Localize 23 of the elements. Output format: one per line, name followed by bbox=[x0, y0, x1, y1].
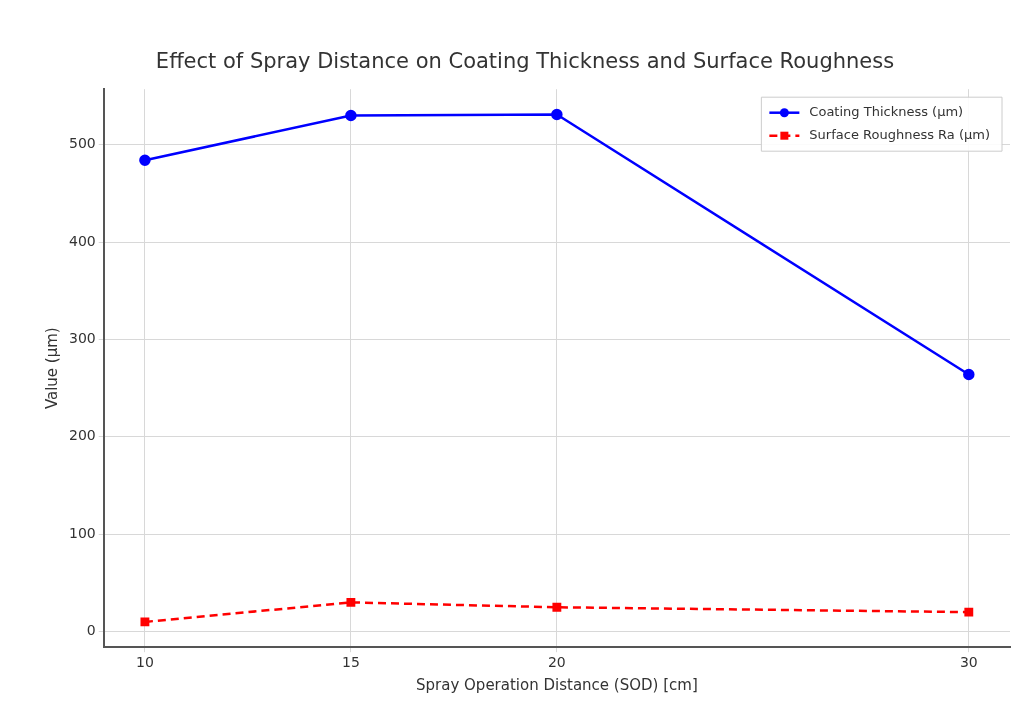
y-tick-label: 0 bbox=[86, 622, 96, 639]
point bbox=[139, 154, 151, 167]
point bbox=[345, 109, 357, 122]
y-tick-label: 500 bbox=[68, 135, 96, 152]
chart-title: Effect of Spray Distance on Coating Thickness and Surface Roughness bbox=[155, 49, 895, 74]
y-tick-label: 100 bbox=[68, 524, 96, 541]
point bbox=[140, 617, 150, 627]
y-tick-label: 200 bbox=[68, 427, 96, 444]
legend-label: Coating Thickness (µm) bbox=[809, 104, 964, 120]
point bbox=[964, 607, 974, 617]
x-tick-label: 15 bbox=[341, 654, 360, 671]
x-tick-label: 10 bbox=[136, 654, 154, 671]
point bbox=[551, 108, 563, 121]
y-tick-label: 400 bbox=[68, 232, 96, 249]
point bbox=[963, 368, 975, 381]
x-axis-title: Spray Operation Distance (SOD) [cm] bbox=[415, 675, 698, 694]
point bbox=[346, 597, 356, 607]
y-axis-title: Value (µm) bbox=[42, 327, 61, 410]
x-tick-label: 20 bbox=[547, 654, 566, 671]
x-tick-label: 30 bbox=[959, 654, 978, 671]
y-tick-label: 300 bbox=[68, 330, 96, 347]
point bbox=[552, 602, 562, 612]
legend-label: Surface Roughness Ra (µm) bbox=[809, 127, 991, 143]
